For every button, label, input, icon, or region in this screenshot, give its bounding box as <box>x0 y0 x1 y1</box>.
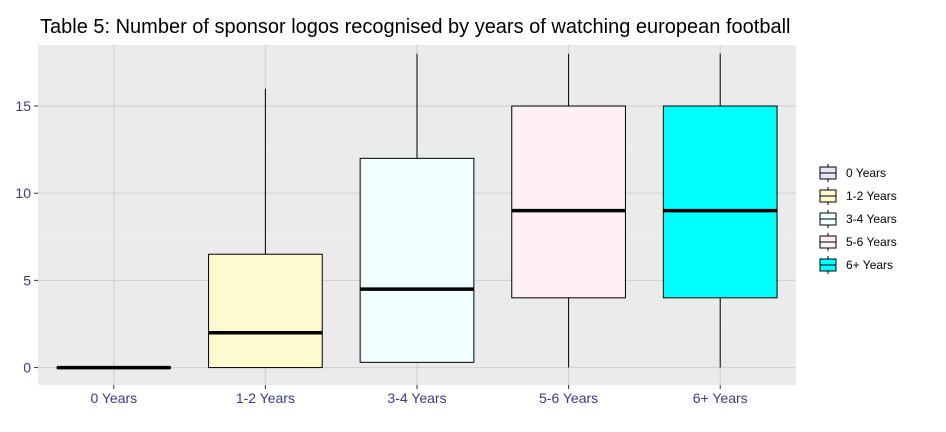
boxes-group <box>56 53 778 370</box>
box-6-years <box>662 53 778 368</box>
legend-label: 6+ Years <box>846 258 893 272</box>
x-tick-label: 5-6 Years <box>539 390 598 406</box>
legend-item: 0 Years <box>819 164 886 182</box>
y-tick-label: 5 <box>23 272 31 288</box>
box-0-years <box>56 365 172 370</box>
x-tick-label: 1-2 Years <box>236 390 295 406</box>
box-5-6-years <box>511 53 626 368</box>
legend-label: 1-2 Years <box>846 189 897 203</box>
chart-title: Table 5: Number of sponsor logos recogni… <box>40 16 791 38</box>
legend-item: 1-2 Years <box>819 187 897 205</box>
legend-item: 3-4 Years <box>819 210 897 228</box>
y-tick-label: 0 <box>23 360 31 376</box>
y-axis: 0 5 10 15 <box>15 98 38 376</box>
x-tick-label: 0 Years <box>90 390 137 406</box>
legend: 0 Years 1-2 Years 3-4 Years 5-6 Years 6+ Yea… <box>819 164 897 274</box>
box-3-4-years <box>359 53 475 363</box>
legend-label: 3-4 Years <box>846 212 897 226</box>
legend-item: 6+ Years <box>819 256 893 274</box>
x-tick-label: 6+ Years <box>693 390 748 406</box>
box-body <box>662 105 778 299</box>
box-1-2-years <box>208 88 323 369</box>
y-tick-label: 10 <box>15 185 31 201</box>
box-body <box>359 157 475 363</box>
x-tick-label: 3-4 Years <box>387 390 446 406</box>
box-body <box>511 105 626 299</box>
box-body <box>208 253 323 369</box>
legend-label: 0 Years <box>846 166 886 180</box>
legend-label: 5-6 Years <box>846 235 897 249</box>
x-axis: 0 Years 1-2 Years 3-4 Years 5-6 Years 6+ Yea… <box>90 385 748 406</box>
legend-item: 5-6 Years <box>819 233 897 251</box>
y-tick-label: 15 <box>15 98 31 114</box>
